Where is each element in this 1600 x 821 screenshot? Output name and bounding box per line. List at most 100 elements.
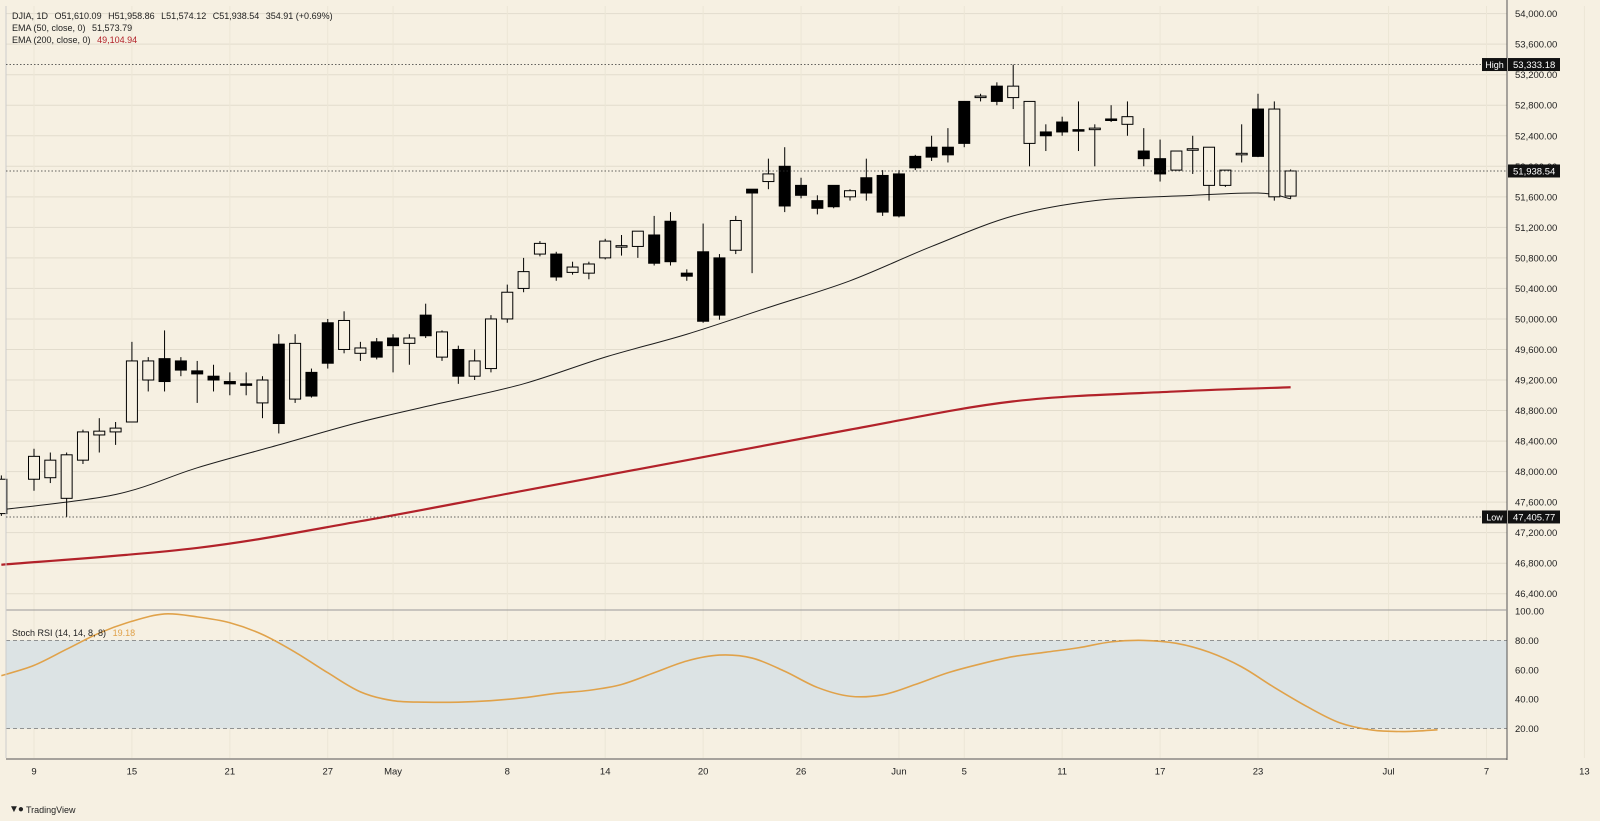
candle[interactable]: [0, 475, 8, 516]
candle[interactable]: [1105, 105, 1118, 123]
candle[interactable]: [1170, 150, 1183, 171]
candle[interactable]: [615, 234, 628, 256]
candle[interactable]: [1023, 100, 1036, 167]
marker-value-label: 53,333.18: [1513, 60, 1555, 71]
candle[interactable]: [1219, 169, 1232, 187]
candle[interactable]: [468, 349, 481, 381]
candle[interactable]: [582, 261, 595, 280]
candle-body: [240, 383, 253, 386]
candle-body: [1268, 108, 1281, 198]
candle[interactable]: [1121, 101, 1134, 136]
candle[interactable]: [142, 357, 155, 392]
candle[interactable]: [1056, 116, 1069, 136]
candle-body: [436, 331, 448, 358]
candle[interactable]: [517, 257, 530, 293]
candle-body: [1072, 129, 1085, 132]
candle[interactable]: [713, 254, 726, 320]
candle[interactable]: [501, 284, 514, 323]
time-tick-label: 26: [796, 767, 807, 778]
time-tick-label: 14: [600, 767, 611, 778]
candle[interactable]: [1072, 101, 1085, 152]
candle[interactable]: [909, 154, 922, 171]
candle[interactable]: [109, 421, 122, 445]
price-tick-label: 50,800.00: [1515, 253, 1557, 264]
candle[interactable]: [44, 452, 57, 484]
candle[interactable]: [876, 170, 889, 216]
candle[interactable]: [370, 338, 383, 360]
candle[interactable]: [778, 147, 791, 213]
candle[interactable]: [1007, 64, 1020, 110]
candle[interactable]: [533, 241, 546, 257]
candle[interactable]: [1088, 124, 1101, 167]
candle[interactable]: [746, 188, 759, 274]
tradingview-brand[interactable]: ▼● TradingView: [9, 804, 75, 815]
candle[interactable]: [93, 418, 106, 453]
candle[interactable]: [811, 195, 824, 215]
candle[interactable]: [1268, 101, 1281, 201]
candle[interactable]: [321, 318, 334, 369]
candle[interactable]: [125, 341, 138, 423]
candle[interactable]: [403, 334, 416, 365]
candle[interactable]: [158, 330, 171, 392]
candle[interactable]: [305, 368, 318, 398]
candle[interactable]: [191, 360, 204, 403]
candle[interactable]: [1039, 124, 1052, 152]
candle[interactable]: [599, 238, 612, 260]
candle[interactable]: [1137, 128, 1150, 167]
candlesticks[interactable]: [0, 64, 1297, 517]
candle-body: [746, 188, 759, 194]
candle[interactable]: [925, 135, 938, 161]
candle[interactable]: [974, 93, 987, 102]
candle[interactable]: [387, 334, 400, 373]
candle-body: [876, 174, 889, 213]
rsi-tick-label: 60.00: [1515, 665, 1539, 676]
candle[interactable]: [1203, 146, 1216, 201]
candle[interactable]: [207, 364, 220, 392]
axes[interactable]: 46,400.00 46,800.00 47,200.00 47,600.00 48,0…: [5, 0, 1600, 778]
candle-body: [60, 454, 73, 499]
candle[interactable]: [631, 230, 644, 258]
candle[interactable]: [272, 334, 285, 434]
candle[interactable]: [419, 303, 432, 339]
candle[interactable]: [827, 184, 840, 209]
candle[interactable]: [338, 311, 351, 354]
candle-body: [958, 100, 971, 144]
candle[interactable]: [795, 177, 808, 199]
candle[interactable]: [648, 215, 661, 266]
candle[interactable]: [289, 334, 302, 403]
candle[interactable]: [958, 100, 971, 148]
candle[interactable]: [844, 189, 856, 201]
candle[interactable]: [990, 82, 1003, 106]
candle[interactable]: [1252, 93, 1264, 158]
time-tick-label: Jun: [891, 767, 906, 778]
candle[interactable]: [174, 357, 187, 377]
candle[interactable]: [76, 429, 89, 464]
candle[interactable]: [223, 372, 236, 396]
candle[interactable]: [1186, 135, 1199, 174]
candle[interactable]: [28, 448, 40, 491]
candle[interactable]: [729, 215, 742, 255]
candle[interactable]: [860, 158, 873, 201]
candle[interactable]: [697, 223, 710, 323]
candle[interactable]: [762, 158, 775, 190]
candle[interactable]: [256, 376, 269, 419]
candle[interactable]: [680, 269, 693, 281]
candle[interactable]: [240, 372, 253, 396]
candle-body: [0, 478, 8, 515]
candle-body: [892, 173, 905, 217]
candle[interactable]: [354, 341, 367, 361]
candle[interactable]: [550, 251, 563, 281]
candle[interactable]: [484, 315, 497, 373]
price-tick-label: 54,000.00: [1515, 9, 1557, 20]
candle[interactable]: [566, 261, 579, 275]
candle[interactable]: [60, 452, 73, 517]
candle[interactable]: [941, 128, 954, 163]
candle[interactable]: [1235, 124, 1248, 163]
candle[interactable]: [664, 212, 677, 266]
candle[interactable]: [1154, 139, 1167, 182]
candle[interactable]: [452, 345, 465, 384]
candle[interactable]: [1284, 169, 1297, 199]
candle[interactable]: [892, 170, 905, 218]
candle[interactable]: [436, 330, 448, 361]
